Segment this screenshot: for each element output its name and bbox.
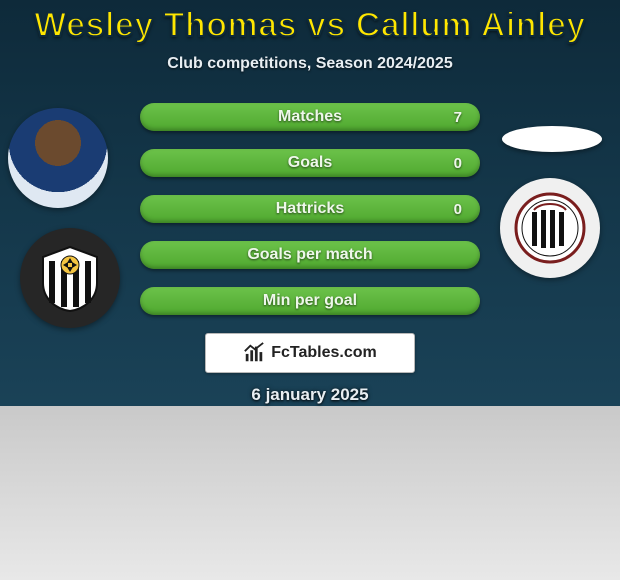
- infographic-root: Wesley Thomas vs Callum Ainley Club comp…: [0, 0, 620, 405]
- bar-chart-icon: [243, 342, 265, 364]
- stat-bar: Hattricks 0: [140, 195, 480, 223]
- stat-row-min-per-goal: Min per goal: [140, 287, 480, 315]
- shield-stripes-icon: [35, 243, 105, 313]
- stat-bar: Goals 0: [140, 149, 480, 177]
- stat-right-value: 0: [454, 195, 462, 223]
- left-player-avatar: [8, 108, 108, 208]
- stat-right-value: 0: [454, 149, 462, 177]
- brand-box: FcTables.com: [205, 333, 415, 373]
- stat-row-hattricks: Hattricks 0: [140, 195, 480, 223]
- stat-label: Matches: [140, 103, 480, 131]
- stat-row-goals-per-match: Goals per match: [140, 241, 480, 269]
- stat-label: Goals: [140, 149, 480, 177]
- club-crest-icon: [514, 192, 586, 264]
- stat-label: Hattricks: [140, 195, 480, 223]
- stat-row-matches: Matches 7: [140, 103, 480, 131]
- stat-bar: Goals per match: [140, 241, 480, 269]
- stat-label: Min per goal: [140, 287, 480, 315]
- stat-label: Goals per match: [140, 241, 480, 269]
- left-club-badge: [20, 228, 120, 328]
- stat-row-goals: Goals 0: [140, 149, 480, 177]
- stat-bar: Min per goal: [140, 287, 480, 315]
- subtitle: Club competitions, Season 2024/2025: [0, 55, 620, 73]
- brand-text: FcTables.com: [271, 344, 377, 362]
- page-title: Wesley Thomas vs Callum Ainley: [0, 6, 620, 45]
- date-text: 6 january 2025: [0, 385, 620, 405]
- right-player-avatar-placeholder: [502, 126, 602, 152]
- stats-container: Matches 7 Goals 0 Hattricks 0 Goals per …: [140, 103, 480, 315]
- right-club-badge: [500, 178, 600, 278]
- stat-bar: Matches 7: [140, 103, 480, 131]
- stat-right-value: 7: [454, 103, 462, 131]
